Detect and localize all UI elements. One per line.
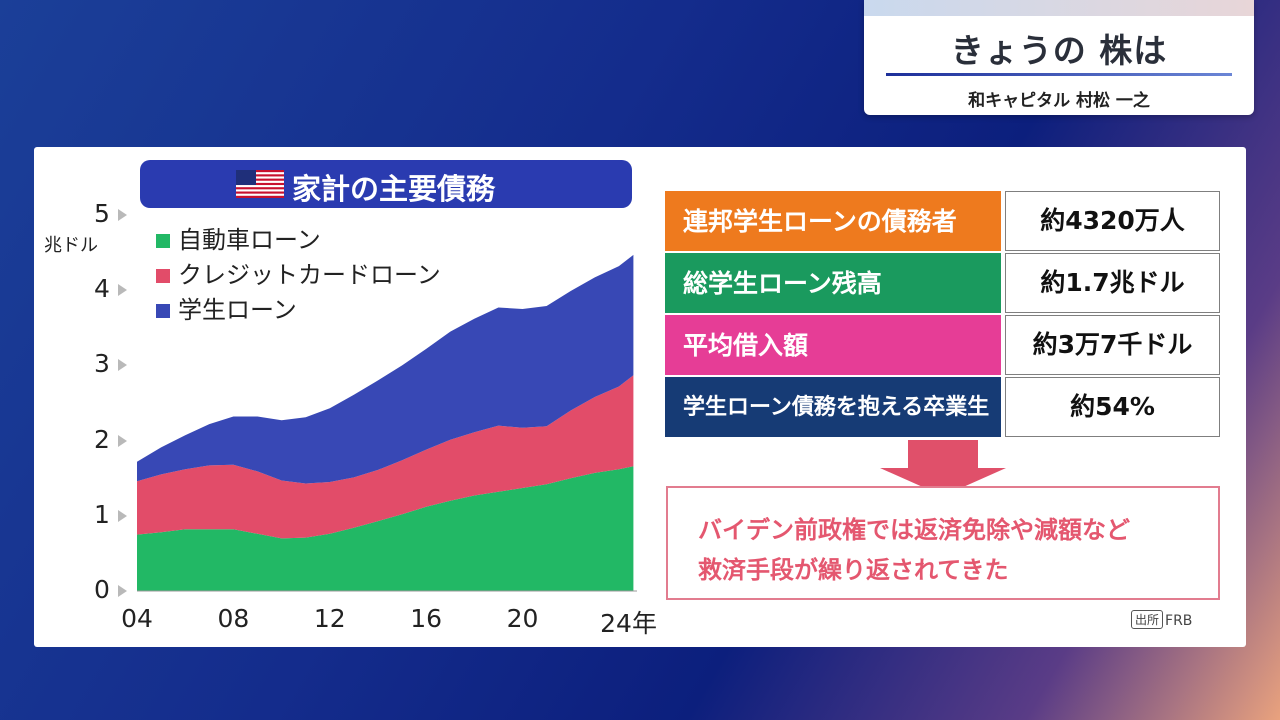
- y-tick-marker: [118, 284, 127, 297]
- legend-swatch-student: [156, 304, 170, 318]
- down-arrow-icon: [880, 440, 1006, 496]
- legend-label-credit-card: クレジットカードローン: [178, 261, 441, 289]
- y-tick-label: 5: [94, 199, 110, 228]
- table-row: 平均借入額 約3万7千ドル: [665, 315, 1220, 377]
- x-tick-label: 12: [313, 604, 346, 633]
- policy-note: バイデン前政権では返済免除や減額など 救済手段が繰り返されてきた: [666, 486, 1220, 600]
- table-row: 総学生ローン残高 約1.7兆ドル: [665, 253, 1220, 315]
- policy-note-line2: 救済手段が繰り返されてきた: [698, 556, 1009, 584]
- y-tick-label: 2: [94, 424, 110, 454]
- legend-label-student: 学生ローン: [178, 296, 297, 324]
- legend-item-student: 学生ローン: [156, 290, 297, 325]
- x-tick-label: 24年: [600, 609, 657, 638]
- source-text: FRB: [1165, 613, 1193, 629]
- x-tick-label: 16: [410, 604, 443, 633]
- legend-swatch-auto: [156, 234, 170, 248]
- table-row-value: 約4320万人: [1005, 191, 1220, 251]
- legend-label-auto: 自動車ローン: [178, 226, 321, 254]
- caption-title: きょうの 株は: [950, 31, 1168, 70]
- caption-stripe: [864, 0, 1254, 16]
- program-caption: きょうの 株は 和キャピタル 村松 一之: [864, 0, 1254, 115]
- table-row-label: 学生ローン債務を抱える卒業生: [665, 377, 1003, 439]
- source-credit: 出所 FRB: [1131, 610, 1192, 629]
- source-badge: 出所: [1131, 610, 1164, 629]
- y-tick-marker: [118, 209, 127, 221]
- x-tick-label: 20: [506, 604, 539, 633]
- table-row-value: 約1.7兆ドル: [1005, 253, 1220, 313]
- table-row-value: 約3万7千ドル: [1005, 315, 1220, 375]
- chart-title: 家計の主要債務: [292, 172, 496, 206]
- caption-subtitle: 和キャピタル 村松 一之: [968, 91, 1150, 111]
- table-row-label: 総学生ローン残高: [665, 253, 1003, 315]
- caption-rule: [886, 73, 1232, 76]
- legend-item-credit-card: クレジットカードローン: [156, 255, 441, 290]
- y-tick-label: 4: [94, 274, 110, 304]
- legend-swatch-credit-card: [156, 269, 170, 283]
- y-axis-unit: 兆ドル: [44, 235, 98, 256]
- area-series-1: [137, 375, 634, 539]
- y-tick-label: 0: [94, 575, 110, 604]
- policy-note-line1: バイデン前政権では返済免除や減額など: [698, 516, 1130, 544]
- table-row-label: 連邦学生ローンの債務者: [665, 191, 1003, 253]
- y-tick-label: 3: [94, 349, 110, 379]
- y-tick-label: 1: [94, 499, 110, 529]
- x-tick-label: 04: [121, 604, 153, 633]
- table-row: 学生ローン債務を抱える卒業生 約54%: [665, 377, 1220, 439]
- us-flag-icon: [236, 170, 284, 198]
- legend-item-auto: 自動車ローン: [156, 220, 321, 255]
- area-series-2: [137, 254, 634, 484]
- y-tick-marker: [118, 509, 127, 522]
- y-tick-marker: [118, 434, 127, 447]
- table-row-label: 平均借入額: [665, 315, 1003, 377]
- table-row-value: 約54%: [1005, 377, 1220, 437]
- y-tick-marker: [118, 585, 127, 597]
- area-series-0: [137, 466, 634, 591]
- table-row: 連邦学生ローンの債務者 約4320万人: [665, 191, 1220, 253]
- y-tick-marker: [118, 359, 127, 372]
- chart-title-banner: 家計の主要債務: [140, 160, 632, 208]
- x-tick-label: 08: [217, 604, 250, 633]
